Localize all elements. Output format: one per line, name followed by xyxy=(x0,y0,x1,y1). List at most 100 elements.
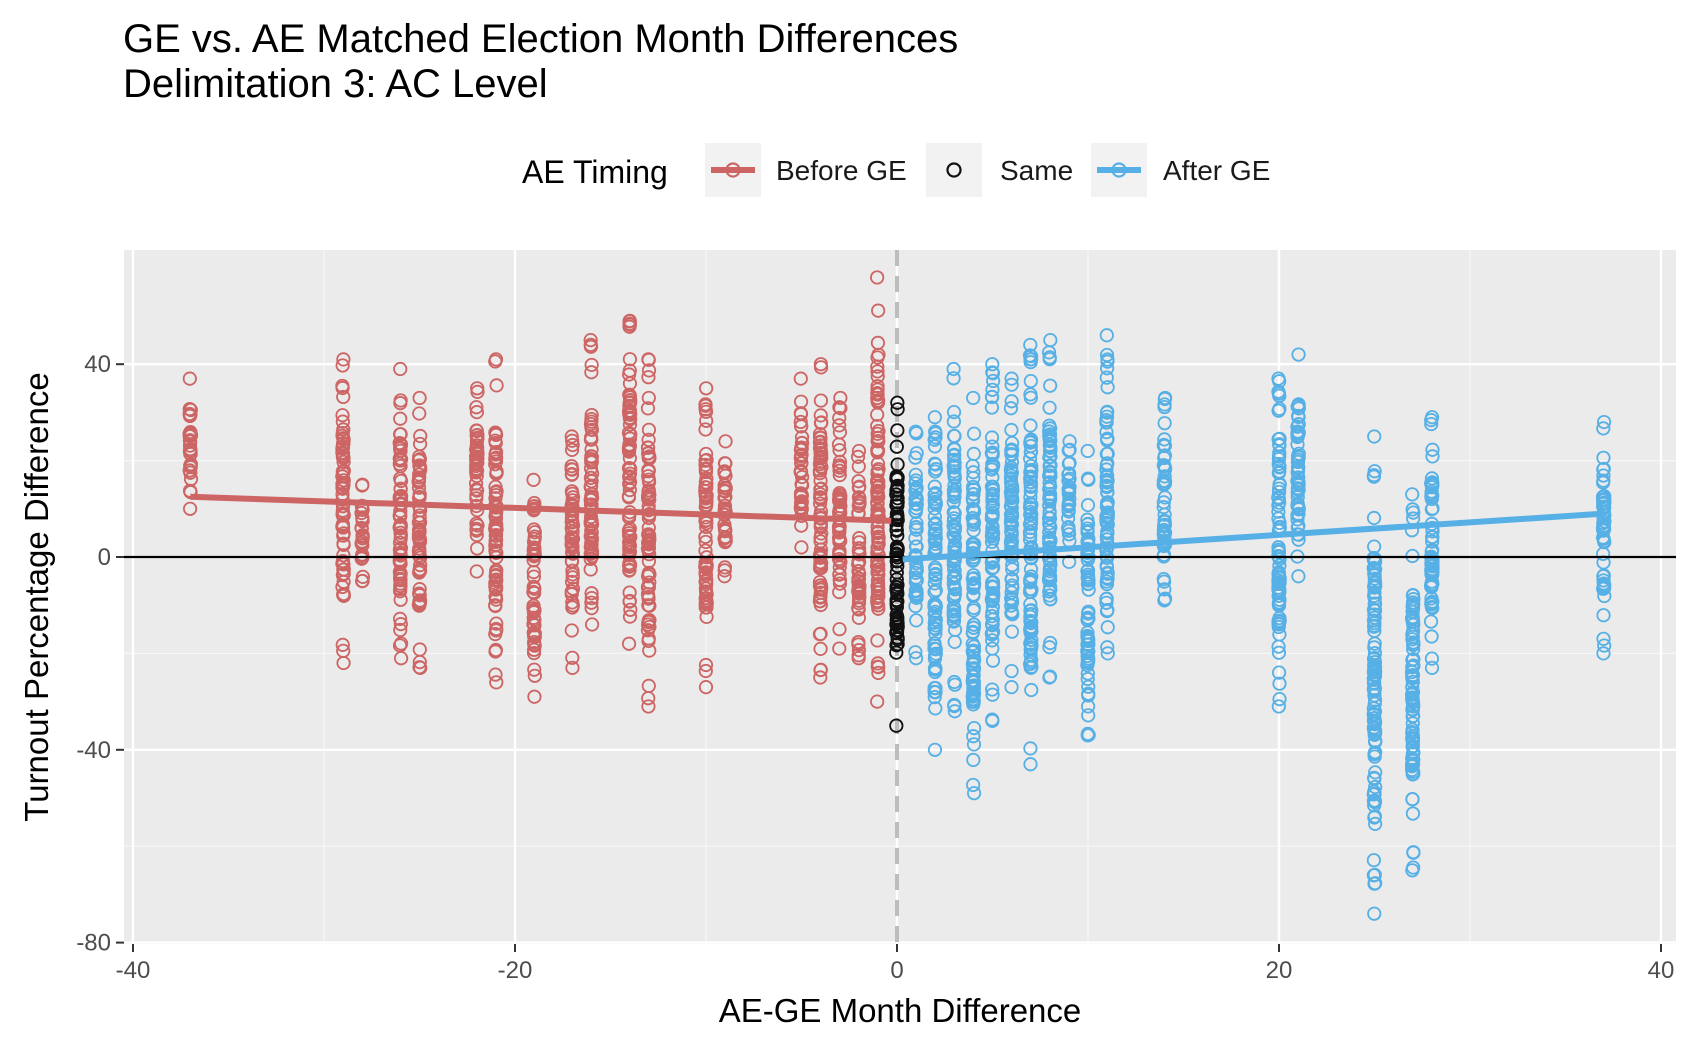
data-point xyxy=(946,485,962,501)
data-point xyxy=(870,407,885,422)
data-point xyxy=(966,465,981,480)
data-point xyxy=(1406,637,1421,653)
data-point xyxy=(583,461,599,476)
data-point xyxy=(947,539,963,554)
data-point xyxy=(413,557,428,573)
data-point xyxy=(1271,596,1286,612)
data-point xyxy=(621,444,637,459)
data-point xyxy=(984,400,999,415)
data-point xyxy=(908,467,923,482)
data-point xyxy=(947,511,962,526)
data-point xyxy=(1004,394,1019,409)
data-point xyxy=(890,632,905,647)
data-point xyxy=(1271,619,1286,635)
data-point xyxy=(946,371,961,386)
data-point xyxy=(1366,652,1382,667)
data-point xyxy=(832,545,847,560)
data-point xyxy=(946,405,962,420)
data-point xyxy=(851,643,867,658)
data-point xyxy=(1004,377,1019,392)
data-point xyxy=(1368,765,1383,780)
data-point xyxy=(488,447,503,462)
data-point xyxy=(832,418,847,433)
data-point xyxy=(412,390,427,406)
data-point xyxy=(392,435,407,451)
data-point xyxy=(947,478,962,493)
data-point xyxy=(1004,487,1019,502)
data-point xyxy=(584,365,599,380)
data-point xyxy=(1367,623,1382,638)
data-point xyxy=(851,498,866,513)
data-point xyxy=(564,623,579,638)
data-point xyxy=(794,494,809,510)
data-point xyxy=(928,701,943,716)
data-point xyxy=(336,450,351,466)
data-point xyxy=(889,494,905,509)
data-point xyxy=(967,482,982,497)
data-point xyxy=(393,481,408,496)
data-point xyxy=(889,638,904,653)
data-point xyxy=(1367,672,1382,687)
data-point xyxy=(1023,445,1038,460)
data-point xyxy=(335,476,350,491)
data-point xyxy=(641,463,656,478)
data-point xyxy=(890,423,905,438)
data-point xyxy=(1596,475,1611,490)
data-point xyxy=(793,371,808,386)
data-point xyxy=(1157,474,1173,489)
data-point xyxy=(908,489,924,505)
data-point xyxy=(890,483,905,498)
data-point xyxy=(927,501,942,516)
legend-key-same-marker xyxy=(946,162,962,178)
data-point xyxy=(984,508,1000,523)
data-point xyxy=(641,363,657,378)
data-point xyxy=(1424,416,1439,432)
data-point xyxy=(1042,429,1057,444)
data-point xyxy=(355,573,370,589)
data-point xyxy=(1023,741,1038,756)
data-point xyxy=(1291,502,1306,517)
data-point xyxy=(852,585,867,600)
data-point xyxy=(967,786,982,801)
data-point xyxy=(584,617,600,632)
data-point xyxy=(1005,558,1020,573)
data-point xyxy=(565,546,581,561)
legend-title: AE Timing xyxy=(522,154,668,190)
data-point xyxy=(1100,511,1115,526)
data-point xyxy=(1405,792,1420,807)
data-point xyxy=(469,454,484,470)
data-point xyxy=(813,360,829,375)
data-point xyxy=(966,487,981,502)
data-point xyxy=(831,493,847,508)
data-point xyxy=(1081,654,1096,669)
data-point xyxy=(412,660,427,675)
data-point xyxy=(871,536,886,551)
data-point xyxy=(984,575,1000,590)
data-point xyxy=(1042,475,1057,490)
data-point xyxy=(1081,727,1096,743)
data-point xyxy=(1272,460,1287,475)
data-point xyxy=(812,578,828,593)
data-point xyxy=(870,694,885,709)
data-point xyxy=(984,561,1000,576)
data-point xyxy=(986,585,1001,601)
data-point xyxy=(832,641,847,656)
data-point xyxy=(870,496,885,511)
data-point xyxy=(890,402,905,417)
data-point xyxy=(1041,345,1057,360)
data-point xyxy=(489,465,504,480)
data-point xyxy=(1596,573,1611,588)
data-point xyxy=(642,643,657,658)
y-tick-label: -40 xyxy=(76,737,111,764)
data-point xyxy=(1405,659,1420,674)
data-point xyxy=(698,657,714,673)
data-point xyxy=(718,434,733,449)
data-point xyxy=(928,457,943,472)
data-point xyxy=(852,589,867,605)
data-points xyxy=(182,270,1612,921)
data-point xyxy=(1100,566,1115,581)
data-point xyxy=(1099,595,1114,610)
data-point xyxy=(183,427,199,443)
data-point xyxy=(335,481,350,496)
data-point xyxy=(489,623,504,638)
